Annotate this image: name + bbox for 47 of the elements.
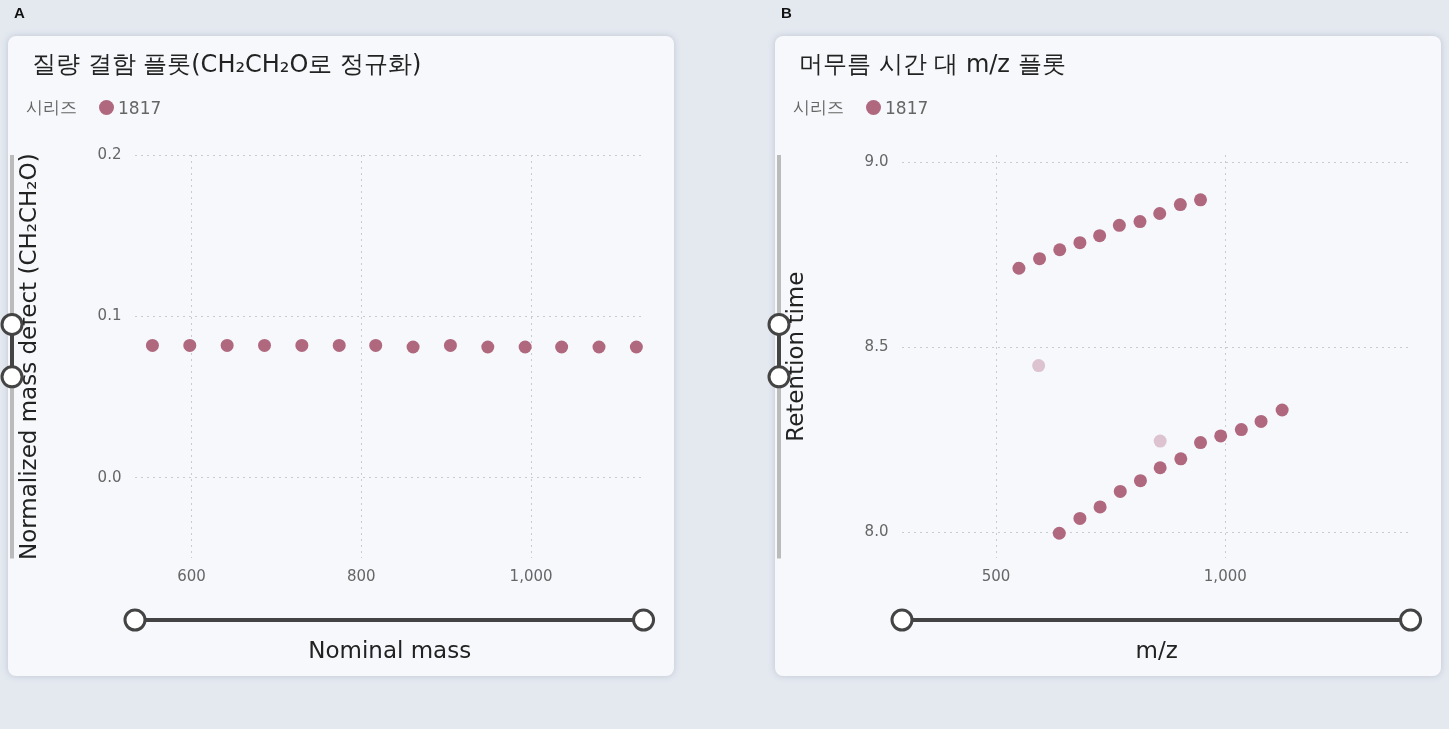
point [1174,452,1188,466]
point [1032,359,1046,373]
point [1012,261,1026,275]
y-tick-label: 8.0 [864,522,889,541]
point [1073,511,1087,525]
legend-label: 1817 [118,97,162,118]
chart-title: 머무름 시간 대 m/z 플롯 [799,49,1066,80]
x-tick-label: 1,000 [509,567,553,586]
point [1153,434,1167,448]
y-axis-title: Retention time [781,271,808,442]
point [1234,423,1248,437]
legend-title: 시리즈 [793,96,844,119]
y-tick-label: 0.0 [97,467,122,486]
point [1194,193,1208,207]
point [1053,243,1067,257]
point [1275,403,1289,417]
point [1052,526,1066,540]
point [1153,461,1167,475]
point [1173,198,1187,212]
x-axis-title: m/z [1135,637,1178,664]
legend-label: 1817 [885,97,929,118]
y-tick-label: 9.0 [864,152,889,171]
point [1133,215,1147,229]
point [1153,206,1167,220]
point [1073,236,1087,250]
x-tick-label: 800 [346,567,376,586]
point [1033,252,1047,266]
point [1093,229,1107,243]
legend-title: 시리즈 [26,96,77,119]
y-tick-label: 0.2 [97,144,122,163]
chart-title: 질량 결함 플롯(CH₂CH₂O로 정규화) [32,49,422,80]
point [1112,218,1126,232]
point [1214,429,1228,443]
text: B [781,4,792,21]
point [1093,500,1107,514]
x-tick-label: 1,000 [1203,567,1247,586]
y-tick-label: 0.1 [97,306,122,325]
point [1254,414,1268,428]
point [1194,436,1208,450]
y-tick-label: 8.5 [864,337,889,356]
y-axis-title: Normalized mass defect (CH₂CH₂O) [14,153,41,561]
x-axis-title: Nominal mass [308,637,472,664]
x-tick-label: 600 [177,567,206,586]
point [1133,474,1147,488]
point [1113,484,1127,498]
x-tick-label: 500 [981,567,1011,586]
text: A [14,4,25,21]
